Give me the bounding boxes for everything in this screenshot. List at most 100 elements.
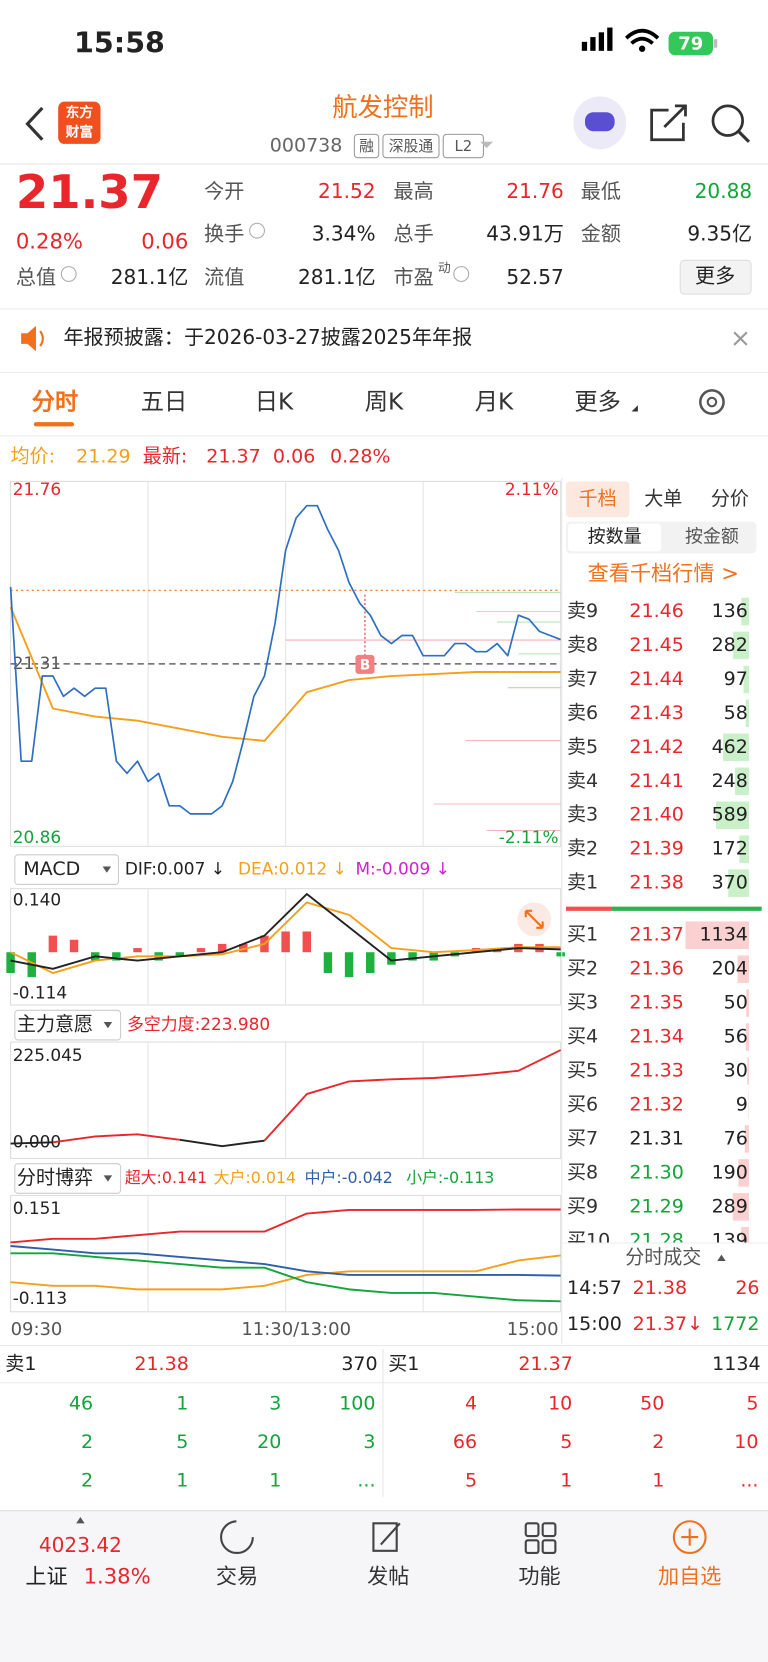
add-icon — [672, 1520, 707, 1555]
x-tick-label: 09:30 — [11, 1319, 63, 1340]
level-volume: 190 — [712, 1161, 748, 1183]
add-plus — [681, 1528, 699, 1546]
field-label: 流值 — [204, 265, 244, 289]
chart-tab[interactable]: 更多 — [574, 389, 621, 416]
queue-order: 3 — [269, 1392, 281, 1414]
mode-option[interactable]: 按金额 — [685, 526, 739, 547]
x-tick-label: 11:30/13:00 — [241, 1319, 351, 1340]
field-value: 21.52 — [318, 179, 375, 203]
volume-bar — [728, 869, 749, 897]
level-volume: 56 — [724, 1026, 748, 1048]
tag-box — [382, 133, 440, 159]
nav-item[interactable]: 加自选 — [658, 1563, 721, 1588]
tag: 深股通 — [389, 138, 434, 155]
mode-active — [568, 523, 662, 552]
close-icon[interactable] — [733, 331, 748, 346]
app-logo — [58, 101, 101, 144]
macd-bar — [48, 935, 58, 953]
x-tick-label: 15:00 — [507, 1319, 559, 1340]
nav-item[interactable]: 发帖 — [367, 1563, 409, 1588]
y-tick-label: 21.31 — [13, 653, 61, 673]
wifi-dot — [638, 45, 646, 52]
queue-order: 10 — [734, 1431, 758, 1453]
tag-box — [442, 133, 484, 159]
book-tab[interactable]: 大单 — [644, 488, 682, 510]
level-label: 买1 — [567, 924, 598, 946]
share-icon[interactable] — [650, 104, 687, 142]
trade-price: 21.38 — [633, 1277, 687, 1299]
book-tab[interactable]: 分价 — [711, 488, 749, 510]
level-price: 21.46 — [629, 600, 683, 622]
indicator-name[interactable]: 分时博弈 — [17, 1167, 93, 1189]
field-label: 总值 — [16, 265, 56, 289]
avg-label: 均价: — [11, 446, 55, 468]
field-value: 52.57 — [506, 265, 563, 289]
volume-bar — [743, 665, 749, 694]
level-label: 买9 — [567, 1195, 598, 1217]
chart-tab[interactable]: 日K — [255, 389, 294, 416]
stock-name: 航发控制 — [332, 92, 434, 122]
chart-tab[interactable]: 月K — [475, 389, 514, 416]
macd-bar — [69, 939, 79, 953]
book-link[interactable]: 查看千档行情 > — [588, 560, 739, 585]
settings-icon[interactable] — [699, 389, 725, 415]
macd-legend: M:-0.009 ↓ — [355, 859, 449, 879]
nav-item[interactable]: 功能 — [518, 1563, 560, 1588]
function-icon — [541, 1539, 557, 1555]
logo-text: 东方 — [66, 104, 94, 121]
volume-bar — [744, 1125, 749, 1153]
chart-tab[interactable]: 五日 — [141, 389, 188, 416]
search-icon[interactable] — [711, 104, 744, 137]
more-button-label[interactable]: 更多 — [695, 264, 735, 288]
queue-order: ... — [357, 1470, 375, 1492]
macd-bar — [133, 948, 142, 953]
y-tick-label: 20.86 — [13, 827, 61, 847]
chart-tab[interactable]: 周K — [365, 389, 404, 416]
volume-bar — [723, 733, 749, 762]
nav-item[interactable]: 交易 — [216, 1563, 258, 1588]
intent-legend: 多空力度:223.980 — [127, 1014, 270, 1034]
queue-price: 21.37 — [518, 1353, 572, 1375]
macd-bar — [344, 952, 354, 978]
index-value[interactable]: 4023.42 — [39, 1533, 122, 1557]
game-line — [10, 1252, 561, 1303]
level-price: 21.43 — [629, 702, 683, 724]
trade-marker — [355, 654, 375, 674]
indicator-name[interactable]: 主力意愿 — [17, 1014, 93, 1036]
volume-bar — [748, 1091, 749, 1119]
level-price: 21.37 — [629, 924, 683, 946]
latest-label: 最新: — [143, 446, 187, 468]
indicator-name[interactable]: MACD — [23, 858, 80, 880]
book-tab-active — [565, 481, 630, 518]
info-icon — [60, 266, 77, 282]
queue-order: 3 — [363, 1431, 375, 1453]
trade-volume: 26 — [735, 1277, 759, 1299]
y-tick-label: -0.113 — [13, 1288, 68, 1308]
game-line — [10, 1254, 561, 1291]
dropdown-arrow — [102, 866, 112, 873]
chart-tab[interactable]: 分时 — [32, 389, 79, 416]
y-tick-label: 0.140 — [13, 889, 61, 909]
book-tab[interactable]: 千档 — [579, 488, 617, 510]
queue-order: 5 — [746, 1392, 758, 1414]
ratio-bar-red — [565, 906, 612, 911]
back-button[interactable] — [25, 106, 44, 141]
indicator-select — [14, 854, 120, 885]
game-line — [10, 1245, 561, 1277]
level-price: 21.34 — [629, 1026, 683, 1048]
y-tick-label: -0.114 — [13, 982, 68, 1002]
trades-title[interactable]: 分时成交 — [625, 1246, 701, 1268]
level-price: 21.35 — [629, 992, 683, 1014]
level-label: 卖6 — [567, 702, 598, 724]
level-volume: 282 — [712, 634, 748, 656]
level-label: 买4 — [567, 1026, 598, 1048]
dif-line — [10, 893, 561, 970]
level-volume: 289 — [712, 1195, 748, 1217]
mode-option[interactable]: 按数量 — [588, 526, 642, 547]
avg-price: 21.29 — [76, 446, 130, 468]
dropdown-arrow — [480, 141, 493, 149]
level-volume: 462 — [712, 736, 748, 758]
volume-bar — [685, 921, 749, 949]
macd-bar — [217, 943, 227, 953]
trade-volume: 1772 — [711, 1313, 759, 1335]
